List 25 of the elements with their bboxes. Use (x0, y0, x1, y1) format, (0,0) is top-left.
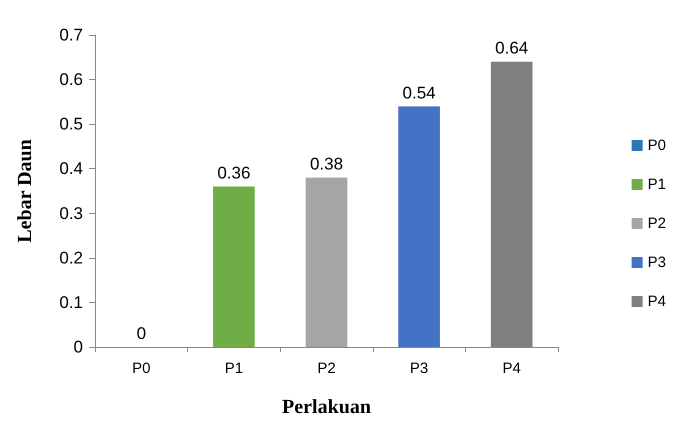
y-axis-title: Lebar Daun (14, 139, 36, 243)
y-tick-label: 0.2 (59, 248, 83, 268)
y-tick-label: 0.6 (59, 70, 83, 90)
x-tick-label: P1 (224, 360, 244, 377)
legend-label: P4 (648, 293, 666, 310)
data-label: 0.36 (217, 164, 250, 183)
y-tick-label: 0.3 (59, 204, 83, 223)
legend-label: P2 (648, 215, 666, 232)
x-tick-label: P0 (132, 360, 150, 377)
y-tick-label: 0.5 (59, 114, 83, 134)
data-label: 0 (136, 324, 146, 343)
x-tick-label: P2 (317, 360, 336, 377)
data-label: 0.64 (495, 38, 528, 58)
y-tick-label: 0.4 (59, 159, 83, 178)
y-tick-label: 0 (74, 338, 83, 356)
y-tick-label: 0.7 (59, 26, 83, 44)
data-label: 0.38 (310, 154, 344, 174)
legend-label: P3 (648, 254, 666, 271)
data-label: 0.54 (402, 83, 436, 102)
y-tick-label: 0.1 (59, 292, 83, 312)
legend-label: P1 (648, 176, 666, 193)
x-tick-label: P3 (410, 360, 428, 377)
x-axis-title: Perlakuan (282, 396, 371, 418)
x-tick-label: P4 (502, 360, 521, 377)
legend-label: P0 (648, 137, 666, 154)
